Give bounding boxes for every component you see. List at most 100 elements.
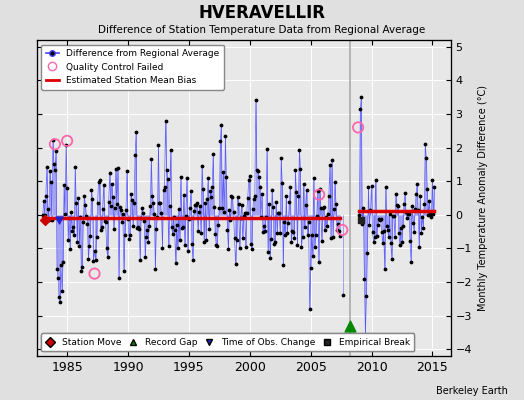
Point bbox=[391, 191, 400, 197]
Point bbox=[40, 198, 48, 204]
Point bbox=[169, 214, 178, 220]
Point bbox=[57, 262, 65, 269]
Point bbox=[254, 168, 262, 174]
Point bbox=[230, 209, 238, 216]
Point bbox=[68, 228, 77, 234]
Point bbox=[107, 181, 116, 187]
Point bbox=[380, 266, 389, 272]
Point bbox=[294, 193, 303, 199]
Point bbox=[104, 199, 113, 206]
Point bbox=[237, 202, 246, 208]
Point bbox=[282, 192, 290, 199]
Point bbox=[284, 219, 292, 226]
Point bbox=[221, 133, 230, 140]
Point bbox=[331, 178, 339, 185]
Point bbox=[69, 224, 78, 230]
Point bbox=[214, 222, 223, 228]
Point bbox=[375, 216, 384, 223]
Point bbox=[195, 209, 203, 216]
Point bbox=[96, 227, 105, 233]
Point bbox=[165, 243, 173, 249]
Point bbox=[250, 193, 259, 199]
Point bbox=[201, 200, 209, 206]
Point bbox=[275, 210, 283, 216]
Point bbox=[73, 239, 81, 245]
Point bbox=[48, 217, 56, 223]
Point bbox=[208, 184, 216, 190]
Point bbox=[401, 190, 409, 196]
Point bbox=[94, 179, 103, 186]
Point bbox=[268, 186, 276, 193]
Point bbox=[106, 203, 115, 210]
Point bbox=[390, 213, 398, 220]
Point bbox=[198, 163, 206, 169]
Point bbox=[192, 202, 200, 208]
Point bbox=[301, 202, 310, 208]
Point bbox=[173, 244, 182, 251]
Point bbox=[50, 161, 58, 167]
Point bbox=[302, 187, 311, 194]
Point bbox=[124, 216, 132, 222]
Point bbox=[63, 138, 71, 144]
Point bbox=[90, 270, 99, 277]
Point bbox=[191, 202, 199, 209]
Point bbox=[181, 242, 189, 248]
Point bbox=[103, 245, 111, 251]
Point bbox=[188, 241, 196, 247]
Point bbox=[295, 146, 303, 153]
Point bbox=[299, 181, 308, 187]
Point bbox=[53, 266, 61, 272]
Point bbox=[101, 218, 109, 224]
Point bbox=[334, 221, 342, 228]
Point bbox=[120, 268, 128, 275]
Point bbox=[151, 266, 160, 273]
Text: HVERAVELLIR: HVERAVELLIR bbox=[199, 4, 325, 22]
Point bbox=[304, 218, 313, 225]
Point bbox=[162, 166, 171, 173]
Point bbox=[305, 306, 314, 312]
Point bbox=[51, 167, 59, 173]
Point bbox=[291, 167, 300, 173]
Point bbox=[255, 174, 263, 180]
Point bbox=[359, 204, 367, 211]
Point bbox=[39, 212, 47, 218]
Point bbox=[223, 227, 232, 233]
Point bbox=[236, 215, 245, 221]
Point bbox=[355, 212, 364, 218]
Point bbox=[266, 255, 274, 262]
Point bbox=[356, 106, 365, 112]
Point bbox=[375, 216, 383, 222]
Point bbox=[93, 200, 102, 206]
Point bbox=[364, 184, 373, 191]
Point bbox=[265, 201, 273, 208]
Point bbox=[197, 230, 205, 236]
Point bbox=[262, 214, 270, 220]
Point bbox=[289, 229, 298, 236]
Point bbox=[149, 200, 158, 206]
Point bbox=[324, 211, 332, 218]
Point bbox=[71, 164, 80, 170]
Point bbox=[263, 146, 271, 152]
Point bbox=[383, 223, 391, 229]
Point bbox=[279, 262, 288, 268]
Point bbox=[137, 214, 145, 221]
Point bbox=[412, 191, 420, 197]
Point bbox=[303, 232, 312, 238]
Point bbox=[134, 224, 143, 230]
Point bbox=[113, 201, 121, 208]
Point bbox=[374, 222, 382, 228]
Point bbox=[300, 224, 309, 230]
Point bbox=[321, 227, 329, 233]
Point bbox=[365, 222, 374, 228]
Point bbox=[373, 233, 381, 240]
Point bbox=[270, 240, 278, 247]
Point bbox=[174, 206, 183, 213]
Point bbox=[83, 220, 92, 227]
Point bbox=[177, 174, 185, 180]
Point bbox=[47, 179, 55, 185]
Point bbox=[290, 235, 299, 241]
Point bbox=[388, 256, 396, 262]
Point bbox=[421, 140, 430, 147]
Point bbox=[394, 203, 402, 209]
Point bbox=[115, 275, 123, 281]
